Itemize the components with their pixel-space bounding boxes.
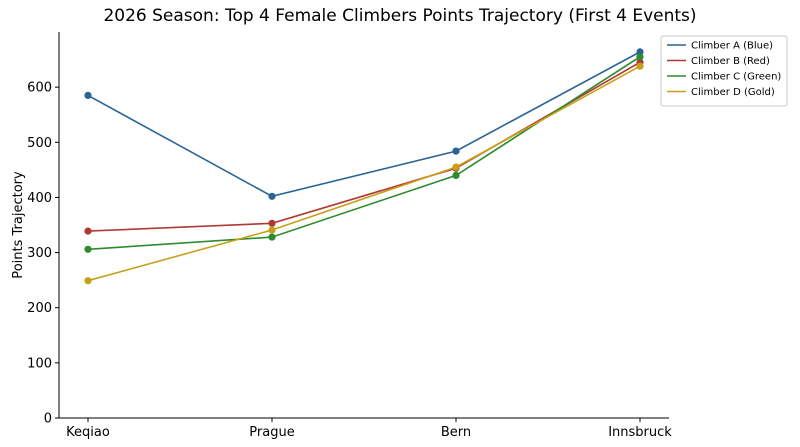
- legend-label: Climber C (Green): [691, 72, 781, 83]
- legend-label: Climber B (Red): [691, 56, 770, 67]
- y-tick-label: 100: [27, 356, 52, 371]
- legend: Climber A (Blue) Climber B (Red) Climber C…: [660, 35, 788, 107]
- data-point: [636, 62, 644, 70]
- data-point: [452, 163, 460, 171]
- series-line: [87, 65, 641, 282]
- data-point: [452, 147, 460, 155]
- y-axis-label: Points Trajectory: [11, 171, 26, 279]
- data-point: [268, 219, 276, 227]
- series-1: [84, 48, 644, 200]
- y-tick-label: 200: [27, 301, 52, 316]
- y-tick-label: 600: [27, 81, 52, 96]
- series-line: [87, 56, 641, 251]
- data-point: [84, 227, 92, 235]
- x-tick-label: Innsbruck: [608, 425, 672, 440]
- x-tick-label: Prague: [249, 425, 294, 440]
- y-tick-label: 300: [27, 246, 52, 261]
- y-tick-label: 400: [27, 191, 52, 206]
- series-layer: [84, 48, 644, 285]
- data-point: [636, 53, 644, 61]
- data-point: [268, 192, 276, 200]
- data-point: [84, 91, 92, 99]
- legend-label: Climber A (Blue): [691, 41, 773, 52]
- series-4: [84, 62, 644, 285]
- chart-title: 2026 Season: Top 4 Female Climbers Point…: [103, 6, 697, 26]
- axes: 0 100 200 300 400 500 600 Keqiao Prague Bern Innsb…: [11, 32, 672, 440]
- data-point: [268, 233, 276, 241]
- data-point: [268, 226, 276, 234]
- data-point: [84, 245, 92, 253]
- series-2: [84, 58, 644, 235]
- x-tick-label: Bern: [441, 425, 471, 440]
- series-3: [84, 53, 644, 253]
- legend-label: Climber D (Gold): [691, 87, 775, 98]
- y-tick-label: 500: [27, 136, 52, 151]
- y-tick-label: 0: [44, 412, 52, 427]
- data-point: [84, 277, 92, 285]
- x-tick-label: Keqiao: [66, 425, 110, 440]
- data-point: [452, 171, 460, 179]
- legend-box: [660, 35, 788, 107]
- series-line: [87, 51, 641, 198]
